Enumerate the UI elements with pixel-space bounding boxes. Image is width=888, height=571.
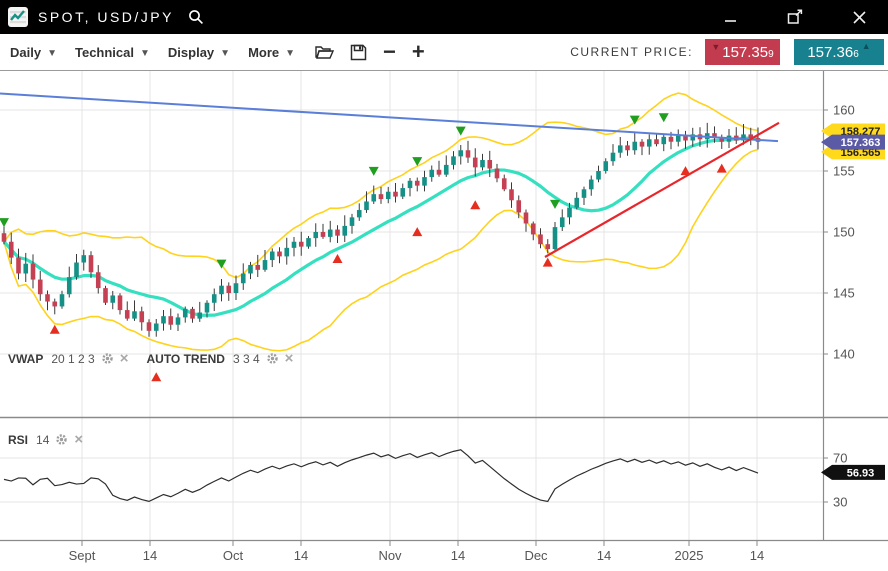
menu-daily[interactable]: Daily ▼ (10, 45, 57, 60)
svg-text:30: 30 (833, 495, 847, 510)
auto-trend-remove-icon[interactable]: × (284, 350, 294, 367)
menu-display[interactable]: Display ▼ (168, 45, 230, 60)
title-bar: SPOT, USD/JPY (0, 0, 888, 34)
price-axis[interactable]: 160 155 150 145 140 70 30 (823, 103, 855, 510)
vwap-label: VWAP (8, 351, 44, 366)
svg-text:140: 140 (833, 347, 855, 362)
ask-price-button[interactable]: 157.36 6 ▲ (794, 39, 884, 65)
ask-price-pip: 6 (853, 48, 859, 60)
bid-price-pip: 9 (768, 48, 774, 60)
chart-canvas[interactable]: 160 155 150 145 140 70 30 Sept 14 Oct 14 Nov 14 Dec 14… (0, 71, 888, 566)
arrow-up-icon: ▲ (861, 41, 871, 51)
last-price-tag: 157.363 (821, 134, 885, 150)
popout-button[interactable] (772, 0, 818, 34)
arrow-down-icon: ▼ (711, 42, 721, 52)
vwap-remove-icon[interactable]: × (119, 350, 129, 367)
indicator-legend-row: VWAP 20 1 2 3 × AUTO TREND 3 3 4 × (8, 351, 293, 366)
rsi-line (3, 449, 759, 503)
ask-price: 157.36 (807, 43, 854, 61)
menu-more[interactable]: More ▼ (248, 45, 295, 60)
auto-trend-label: AUTO TREND (146, 351, 225, 366)
trendline-resistance[interactable] (0, 92, 779, 143)
svg-text:14: 14 (294, 548, 308, 563)
rsi-remove-icon[interactable]: × (74, 431, 84, 448)
chevron-down-icon: ▼ (47, 47, 57, 59)
auto-trend-settings-gear-icon[interactable] (266, 352, 279, 365)
menu-display-label: Display (167, 44, 215, 60)
menu-technical[interactable]: Technical ▼ (75, 45, 150, 60)
menu-more-label: More (248, 44, 280, 60)
chart-area[interactable]: 160 155 150 145 140 70 30 Sept 14 Oct 14 Nov 14 Dec 14… (0, 71, 888, 566)
svg-text:160: 160 (833, 103, 855, 118)
chevron-down-icon: ▼ (220, 47, 231, 59)
menu-daily-label: Daily (10, 44, 42, 60)
svg-text:156.565: 156.565 (841, 147, 881, 159)
rsi-settings-gear-icon[interactable] (55, 433, 68, 446)
search-icon[interactable] (188, 9, 204, 25)
svg-text:150: 150 (833, 225, 855, 240)
open-folder-icon[interactable] (315, 44, 335, 60)
menu-technical-label: Technical (74, 44, 134, 60)
save-icon[interactable] (350, 44, 367, 61)
vwap-settings-gear-icon[interactable] (101, 352, 114, 365)
svg-text:145: 145 (833, 286, 855, 301)
bid-price: 157.35 (722, 43, 769, 61)
svg-text:157.363: 157.363 (841, 137, 881, 149)
svg-text:14: 14 (597, 548, 611, 563)
rsi-params: 14 (36, 432, 50, 447)
vwap-line (2, 136, 759, 317)
svg-text:Sept: Sept (69, 548, 96, 563)
rsi-legend-row: RSI 14 × (8, 432, 83, 447)
auto-trend-signals (0, 113, 727, 382)
svg-text:Oct: Oct (223, 548, 244, 563)
toolbar: Daily ▼ Technical ▼ Display ▼ More ▼ − + (0, 34, 888, 71)
svg-text:56.93: 56.93 (847, 467, 875, 479)
bid-price-button[interactable]: ▼ 157.35 9 (705, 39, 780, 65)
svg-text:2025: 2025 (675, 548, 704, 563)
app-logo-icon (8, 7, 28, 27)
chevron-down-icon: ▼ (140, 47, 150, 59)
close-icon[interactable] (836, 0, 882, 34)
vwap-params: 20 1 2 3 (51, 351, 95, 366)
auto-trend-params: 3 3 4 (232, 351, 260, 366)
candlesticks (1, 122, 761, 337)
trendline-support[interactable] (544, 121, 780, 258)
svg-text:155: 155 (833, 164, 855, 179)
window-title: SPOT, USD/JPY (38, 9, 174, 25)
rsi-label: RSI (8, 432, 29, 447)
bollinger-bands (3, 92, 759, 352)
svg-text:14: 14 (451, 548, 465, 563)
current-price-label: CURRENT PRICE: (570, 45, 693, 59)
time-axis[interactable]: Sept 14 Oct 14 Nov 14 Dec 14 2025 14 (69, 540, 765, 563)
rsi-value-tag: 56.93 (821, 464, 885, 480)
svg-text:Nov: Nov (378, 548, 402, 563)
chevron-down-icon: ▼ (285, 47, 296, 59)
svg-text:14: 14 (143, 548, 157, 563)
svg-text:70: 70 (833, 451, 847, 466)
svg-text:Dec: Dec (524, 548, 548, 563)
svg-text:14: 14 (750, 548, 764, 563)
minimize-button[interactable] (708, 0, 754, 34)
